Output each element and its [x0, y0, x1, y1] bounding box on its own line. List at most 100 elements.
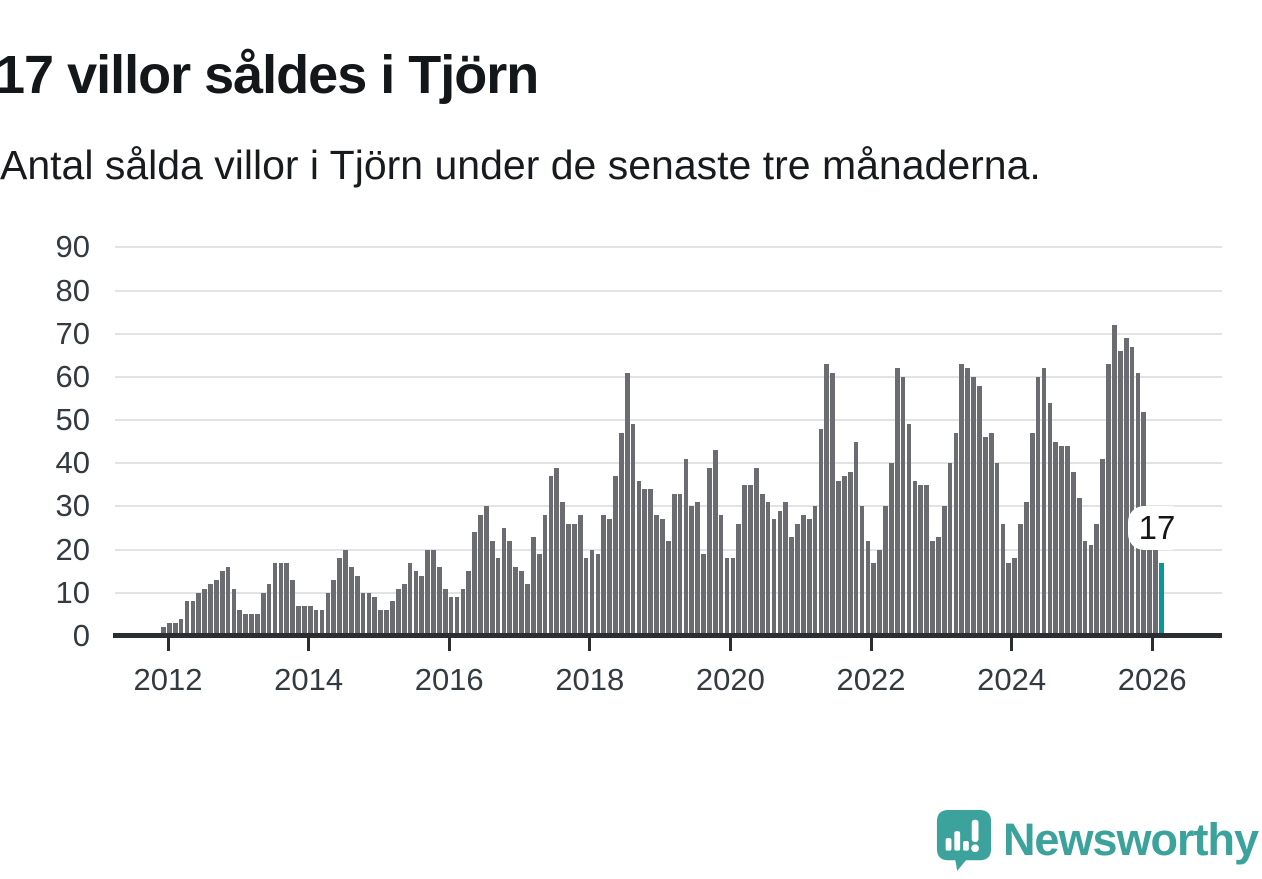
y-axis-label: 20	[55, 531, 90, 567]
bar	[583, 558, 589, 636]
x-axis-line	[113, 633, 1222, 638]
bar	[1076, 497, 1082, 636]
bar	[1082, 541, 1088, 636]
bar	[665, 541, 671, 636]
bar	[319, 610, 325, 636]
bar	[1059, 446, 1064, 636]
newsworthy-logo: Newsworthy	[935, 809, 1259, 871]
bar	[466, 571, 472, 636]
bar	[707, 467, 712, 636]
x-axis-tick	[1010, 638, 1014, 651]
bar	[454, 597, 460, 636]
bar	[689, 506, 695, 636]
bar	[572, 523, 577, 636]
y-axis-label: 40	[55, 445, 90, 481]
bar	[1106, 364, 1111, 636]
bar	[930, 541, 935, 636]
bar	[871, 562, 877, 636]
bar	[302, 605, 307, 636]
bar	[1135, 372, 1141, 636]
bar	[1000, 523, 1006, 636]
bar	[660, 519, 665, 636]
bar	[348, 566, 354, 636]
bar	[935, 536, 941, 636]
bar	[390, 601, 395, 636]
bar	[1041, 368, 1047, 636]
bar	[800, 515, 806, 636]
bar	[748, 484, 753, 636]
x-axis-label: 2024	[977, 662, 1047, 697]
bar	[947, 463, 953, 636]
x-axis-tick	[1150, 638, 1154, 651]
x-axis-label: 2020	[695, 662, 765, 697]
bar	[953, 433, 959, 636]
bar	[1029, 433, 1035, 636]
gridline	[115, 462, 1222, 465]
bar	[260, 592, 266, 636]
bar	[842, 476, 847, 636]
bar	[448, 597, 454, 636]
bar	[695, 502, 700, 636]
bar	[718, 515, 724, 636]
bar	[208, 584, 213, 636]
bar	[196, 592, 202, 636]
bar	[366, 592, 372, 636]
bar	[431, 549, 436, 636]
bar	[906, 424, 912, 636]
bar	[243, 614, 249, 636]
bar	[1153, 549, 1158, 636]
newsworthy-logo-icon	[936, 810, 992, 871]
bar	[654, 515, 659, 636]
bar	[859, 506, 865, 636]
bar	[724, 558, 730, 636]
y-axis-label: 60	[55, 358, 90, 394]
bar	[507, 541, 513, 636]
bar	[225, 566, 231, 636]
bar	[765, 502, 771, 636]
bar	[190, 601, 196, 636]
y-axis-label: 90	[55, 229, 90, 265]
bar	[830, 372, 836, 636]
bar	[677, 493, 683, 636]
bar	[219, 571, 225, 636]
bar	[1147, 532, 1152, 636]
bar	[530, 536, 536, 636]
bar	[178, 618, 184, 636]
bar	[489, 541, 495, 636]
bar	[1088, 545, 1094, 636]
bar	[1071, 471, 1076, 636]
bar	[172, 623, 178, 636]
bar	[982, 437, 988, 636]
highlighted-bar	[1159, 562, 1164, 636]
bar	[589, 549, 595, 636]
newsworthy-logo-text: Newsworthy	[1002, 814, 1259, 865]
bar	[278, 562, 284, 636]
bar	[343, 549, 348, 636]
bar	[437, 566, 442, 636]
bar	[472, 532, 477, 636]
highlight-value-label: 17	[1138, 509, 1176, 546]
bar	[959, 364, 965, 636]
bar	[401, 584, 407, 636]
x-axis-tick	[728, 638, 732, 651]
bar	[900, 376, 906, 636]
bar	[642, 489, 648, 636]
bar	[683, 459, 689, 636]
bar	[613, 476, 618, 636]
x-axis-label: 2018	[555, 662, 625, 697]
bar	[777, 510, 783, 636]
bar	[1117, 351, 1123, 636]
x-axis-tick	[869, 638, 873, 651]
bar	[560, 502, 565, 636]
bar	[536, 553, 542, 636]
bar	[237, 610, 243, 636]
bar	[865, 541, 871, 636]
bar	[636, 480, 642, 636]
bar	[806, 519, 812, 636]
bar	[213, 579, 219, 636]
bar	[307, 605, 313, 636]
bar	[167, 623, 172, 636]
gridline	[115, 375, 1222, 378]
bar	[1065, 446, 1070, 636]
bar	[1100, 459, 1106, 636]
